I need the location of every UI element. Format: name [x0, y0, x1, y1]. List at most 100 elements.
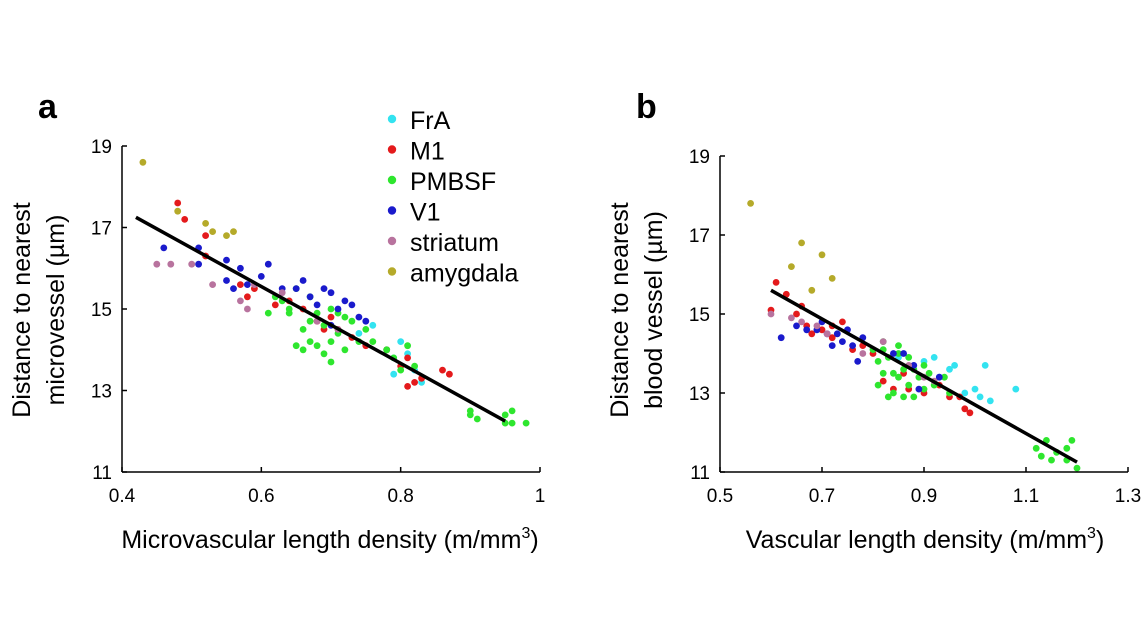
data-point-fra: [369, 321, 377, 329]
data-point-fra: [355, 330, 363, 337]
data-point-striatum: [798, 318, 805, 326]
data-point-m1: [966, 409, 974, 417]
x-axis-label: Microvascular length density (m/mm3): [121, 525, 538, 554]
x-tick-label: 0.6: [248, 486, 274, 507]
data-point-pmbsf: [874, 381, 882, 389]
data-point-fra: [930, 354, 938, 361]
fit-line-group: [135, 215, 507, 423]
data-point-m1: [174, 199, 182, 207]
data-point-m1: [202, 232, 210, 240]
data-point-pmbsf: [900, 393, 907, 401]
data-point-v1: [910, 362, 918, 369]
legend-label: PMBSF: [410, 168, 496, 196]
data-point-v1: [839, 338, 846, 345]
y-tick-label: 19: [689, 147, 710, 168]
data-point-v1: [777, 334, 785, 342]
data-point-pmbsf: [264, 309, 272, 317]
data-point-m1: [772, 279, 780, 286]
data-point-v1: [230, 285, 237, 292]
data-point-v1: [828, 342, 836, 349]
data-point-pmbsf: [362, 326, 370, 333]
y-tick-label: 19: [91, 137, 112, 158]
data-point-v1: [223, 277, 230, 284]
data-point-m1: [181, 216, 189, 223]
data-point-pmbsf: [1048, 456, 1055, 464]
data-point-pmbsf: [1032, 444, 1040, 452]
data-point-m1: [404, 354, 411, 362]
x-axis-label: Vascular length density (m/mm3): [746, 525, 1105, 554]
data-point-m1: [828, 334, 836, 342]
scatter-points: [139, 158, 530, 427]
data-point-pmbsf: [306, 317, 314, 325]
data-point-pmbsf: [905, 381, 913, 389]
y-tick-label: 15: [689, 305, 710, 326]
data-point-v1: [935, 373, 943, 381]
y-tick-label: 13: [689, 384, 710, 405]
data-point-pmbsf: [341, 313, 349, 321]
data-point-pmbsf: [285, 305, 293, 313]
data-point-pmbsf: [905, 354, 913, 361]
data-point-fra: [986, 397, 994, 405]
data-point-pmbsf: [306, 338, 314, 345]
legend-label: V1: [410, 199, 441, 227]
data-point-m1: [793, 310, 800, 318]
data-point-amygdala: [798, 239, 805, 247]
data-point-pmbsf: [895, 350, 902, 357]
data-point-pmbsf: [910, 393, 918, 401]
data-point-pmbsf: [890, 389, 897, 397]
x-tick-label: 0.5: [707, 486, 733, 507]
data-point-pmbsf: [508, 419, 516, 427]
legend-label: FrA: [410, 107, 451, 135]
data-point-amygdala: [174, 207, 182, 215]
panel-a: a Distance to nearest microvessel (µm) M…: [8, 88, 545, 554]
data-point-striatum: [767, 310, 775, 318]
data-point-v1: [327, 289, 335, 297]
data-point-amygdala: [202, 220, 210, 227]
data-point-pmbsf: [341, 346, 349, 354]
data-point-pmbsf: [1068, 437, 1076, 444]
data-point-amygdala: [808, 286, 816, 294]
data-point-pmbsf: [879, 369, 887, 377]
x-tick-label: 1.1: [1013, 486, 1039, 507]
data-point-striatum: [244, 305, 251, 313]
regression-line: [135, 215, 507, 423]
y-axis-label-line2: blood vessel (µm): [640, 211, 668, 409]
data-point-m1: [271, 301, 279, 309]
y-tick-label: 13: [91, 382, 112, 403]
data-point-v1: [915, 385, 923, 393]
panel-letter-b: b: [636, 88, 657, 126]
data-point-v1: [362, 317, 370, 325]
data-point-striatum: [788, 314, 795, 322]
regression-line: [770, 288, 1078, 464]
data-point-v1: [195, 260, 203, 268]
data-point-amygdala: [209, 228, 217, 236]
data-point-pmbsf: [925, 369, 933, 377]
y-axis-label-line1: Distance to nearest: [606, 202, 634, 417]
data-point-amygdala: [788, 263, 795, 270]
legend-label: amygdala: [410, 260, 518, 288]
data-point-m1: [237, 281, 244, 288]
data-point-pmbsf: [1073, 464, 1081, 472]
data-point-m1: [446, 370, 453, 378]
data-point-m1: [327, 313, 335, 321]
x-tick-label: 0.7: [809, 486, 835, 507]
x-tick-label: 0.4: [109, 486, 136, 507]
data-point-v1: [292, 285, 300, 292]
data-point-m1: [818, 326, 826, 334]
data-point-fra: [946, 365, 953, 373]
data-point-striatum: [153, 260, 161, 268]
data-point-pmbsf: [369, 338, 377, 345]
data-point-striatum: [237, 297, 244, 305]
data-point-pmbsf: [522, 419, 530, 427]
data-point-v1: [299, 277, 307, 284]
data-point-pmbsf: [327, 305, 335, 313]
data-point-v1: [833, 330, 841, 338]
legend-marker: [387, 145, 397, 154]
data-point-v1: [257, 273, 265, 280]
data-point-pmbsf: [348, 317, 356, 325]
data-point-v1: [244, 281, 251, 288]
y-tick-label: 17: [91, 219, 112, 240]
